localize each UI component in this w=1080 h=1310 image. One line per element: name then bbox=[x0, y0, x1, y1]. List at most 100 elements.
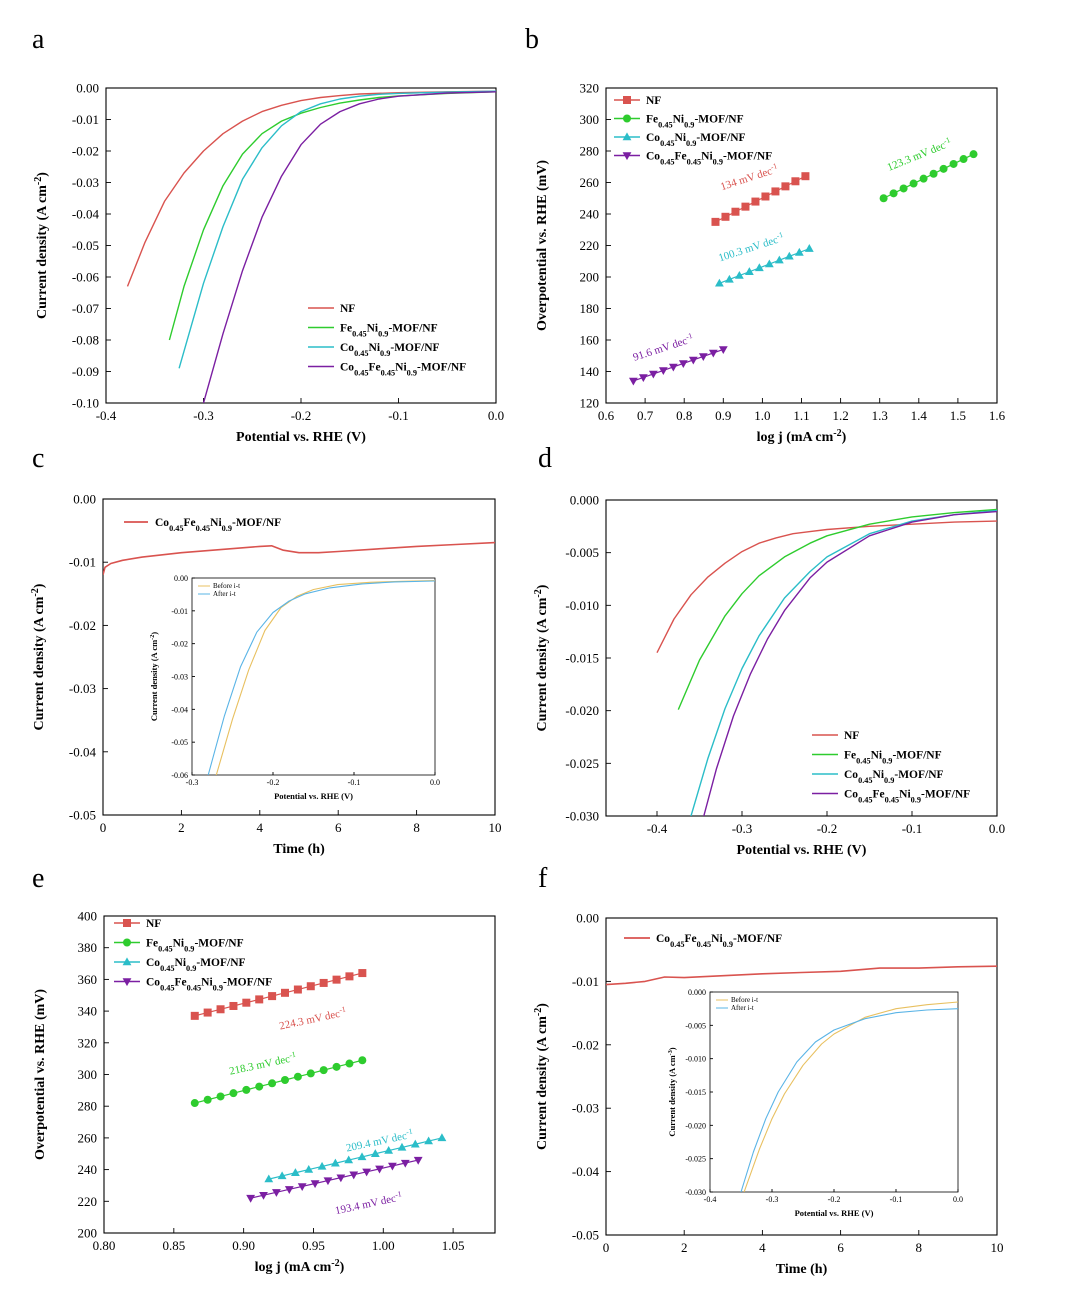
data-point bbox=[741, 202, 750, 211]
x-axis-label: Potential vs. RHE (V) bbox=[236, 430, 366, 445]
y-tick-label: 0.00 bbox=[576, 911, 599, 926]
data-point bbox=[708, 349, 718, 358]
panel-b: b 0.6 0.7 0.8 0.9 1.0 1.1 1.2 1.3 1.4 1.5 1.6 120 140… bbox=[525, 24, 1006, 445]
x-tick-label: 4 bbox=[257, 820, 264, 835]
x-tick-label: 1.1 bbox=[793, 408, 809, 423]
plot-frame bbox=[105, 87, 497, 404]
y-tick-label: 400 bbox=[78, 909, 98, 924]
x-tick-label: 1.5 bbox=[950, 408, 966, 423]
y-tick-label: -0.010 bbox=[565, 598, 599, 613]
y-tick-label: 200 bbox=[580, 270, 600, 285]
data-point bbox=[332, 1062, 341, 1071]
data-point bbox=[413, 1156, 423, 1165]
series-CoFe bbox=[246, 1156, 423, 1203]
data-point bbox=[323, 1177, 333, 1186]
legend-marker bbox=[622, 132, 632, 141]
x-tick-label: 0.9 bbox=[715, 408, 731, 423]
x-tick-label: 0.0 bbox=[953, 1195, 963, 1204]
legend-label: Co0.45Fe0.45Ni0.9-MOF/NF bbox=[646, 151, 772, 167]
data-point bbox=[190, 1099, 199, 1108]
data-point bbox=[949, 159, 958, 168]
y-tick-label: -0.030 bbox=[565, 809, 599, 824]
y-tick-label: 200 bbox=[78, 1226, 98, 1241]
slope-label: 100.3 mV dec-1 bbox=[716, 229, 786, 264]
data-point bbox=[229, 1089, 238, 1098]
slope-label: 91.6 mV dec-1 bbox=[631, 331, 695, 364]
panel-letter: f bbox=[538, 863, 548, 894]
x-tick-label: 0.0 bbox=[989, 821, 1005, 836]
y-tick-label: -0.03 bbox=[572, 1101, 599, 1116]
data-point bbox=[714, 278, 724, 287]
legend-marker bbox=[122, 978, 132, 987]
x-axis-label: Potential vs. RHE (V) bbox=[795, 1208, 874, 1218]
y-tick-label: 340 bbox=[78, 1004, 98, 1019]
legend-label: Co0.45Ni0.9-MOF/NF bbox=[844, 769, 944, 785]
series-line-Co bbox=[690, 509, 997, 816]
data-point bbox=[291, 1168, 300, 1176]
data-point bbox=[919, 174, 928, 183]
x-tick-label: 0 bbox=[603, 1240, 610, 1255]
data-point bbox=[268, 1079, 277, 1088]
y-tick-label: -0.03 bbox=[171, 673, 188, 682]
data-point bbox=[397, 1142, 407, 1151]
y-tick-label: 180 bbox=[580, 301, 600, 316]
inset-background bbox=[192, 578, 435, 775]
fit-line bbox=[883, 153, 974, 199]
y-tick-label: -0.05 bbox=[171, 738, 188, 747]
data-point bbox=[216, 1005, 225, 1014]
data-point bbox=[357, 1152, 367, 1161]
x-tick-label: -0.1 bbox=[902, 821, 923, 836]
y-tick-label: 380 bbox=[78, 940, 98, 955]
legend-label: Co0.45Ni0.9-MOF/NF bbox=[146, 957, 246, 973]
data-point bbox=[358, 1056, 367, 1065]
data-point bbox=[268, 992, 277, 1001]
data-point bbox=[216, 1092, 225, 1101]
x-axis-label: log j (mA cm-2) bbox=[255, 1258, 345, 1276]
data-point bbox=[781, 182, 790, 191]
data-point bbox=[304, 1165, 314, 1173]
inset-legend-label: Before i-t bbox=[213, 582, 240, 590]
panel-d: d -0.4 -0.3 -0.2 -0.1 0.0 0.000 -0.005 -0.010 -0.… bbox=[533, 443, 1006, 858]
x-tick-label: 4 bbox=[759, 1240, 766, 1255]
inset-legend-label: After i-t bbox=[731, 1004, 754, 1012]
legend-label: Co0.45Fe0.45Ni0.9-MOF/NF bbox=[656, 933, 782, 949]
y-tick-label: 300 bbox=[580, 112, 600, 127]
legend-marker bbox=[123, 938, 131, 947]
x-tick-label: 0.8 bbox=[676, 408, 692, 423]
legend-label: Co0.45Fe0.45Ni0.9-MOF/NF bbox=[340, 362, 466, 378]
data-point bbox=[774, 255, 784, 264]
y-tick-label: -0.06 bbox=[171, 771, 188, 780]
x-tick-label: -0.4 bbox=[704, 1195, 717, 1204]
data-point bbox=[317, 1161, 327, 1170]
y-tick-label: 240 bbox=[580, 207, 600, 222]
data-point bbox=[764, 259, 774, 268]
data-point bbox=[330, 1158, 340, 1167]
data-point bbox=[362, 1168, 372, 1177]
data-point bbox=[929, 169, 938, 178]
x-tick-label: -0.4 bbox=[96, 408, 117, 423]
x-tick-label: 10 bbox=[991, 1240, 1004, 1255]
series-line-CoFe bbox=[103, 541, 495, 576]
data-point bbox=[400, 1159, 410, 1168]
x-tick-label: 0.90 bbox=[232, 1238, 255, 1253]
inset-c: -0.3 -0.2 -0.1 0.0 0.00 -0.01 -0.02 -0.03 -0.04 -… bbox=[149, 574, 440, 801]
inset-series-line bbox=[215, 580, 435, 775]
panel-letter: b bbox=[525, 24, 539, 55]
inset-f: -0.4 -0.3 -0.2 -0.1 0.0 0.000 -0.005 -0.010 -0.0… bbox=[667, 988, 963, 1218]
y-tick-label: 0.00 bbox=[76, 81, 99, 96]
y-tick-label: -0.010 bbox=[685, 1055, 706, 1064]
series-line-NF bbox=[656, 520, 997, 654]
legend-label: Co0.45Ni0.9-MOF/NF bbox=[646, 132, 746, 148]
data-point bbox=[751, 197, 760, 206]
plot-area bbox=[606, 965, 997, 986]
data-point bbox=[284, 1186, 294, 1194]
x-tick-label: 0.0 bbox=[430, 778, 440, 787]
data-point bbox=[731, 207, 740, 216]
fit-line bbox=[633, 348, 724, 382]
data-point bbox=[384, 1145, 394, 1154]
y-tick-label: -0.08 bbox=[72, 333, 99, 348]
y-tick-label: 140 bbox=[580, 364, 600, 379]
data-point bbox=[229, 1001, 238, 1010]
data-point bbox=[255, 1082, 264, 1091]
y-axis-label: Overpotential vs. RHE (mV) bbox=[33, 989, 48, 1160]
